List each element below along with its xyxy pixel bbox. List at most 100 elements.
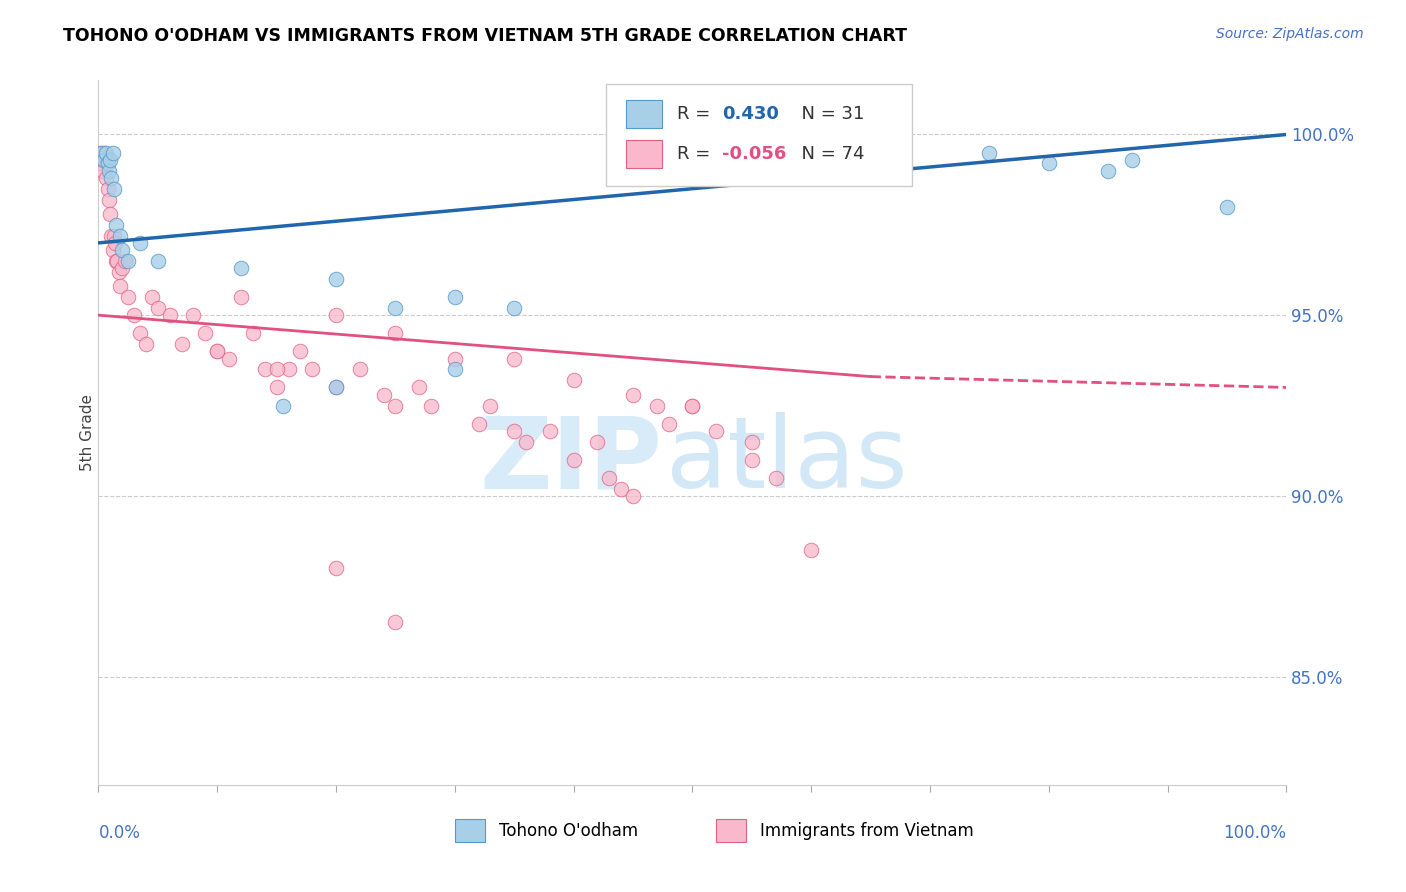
Point: [108, 228, 131, 243]
Text: TOHONO O'ODHAM VS IMMIGRANTS FROM VIETNAM 5TH GRADE CORRELATION CHART: TOHONO O'ODHAM VS IMMIGRANTS FROM VIETNA…: [63, 27, 907, 45]
Point: [96, 153, 118, 167]
Point: [765, 471, 787, 485]
Point: [610, 482, 633, 496]
Point: [621, 489, 644, 503]
Point: [515, 434, 537, 449]
Point: [114, 254, 136, 268]
Point: [141, 290, 163, 304]
Point: [1038, 156, 1060, 170]
Point: [266, 380, 288, 394]
Point: [503, 351, 526, 366]
Point: [170, 337, 193, 351]
Point: [146, 301, 169, 315]
Text: atlas: atlas: [666, 412, 908, 509]
Point: [621, 387, 644, 401]
Point: [1097, 163, 1119, 178]
Point: [103, 228, 125, 243]
Point: [129, 326, 152, 341]
Point: [229, 261, 252, 276]
Point: [90, 156, 112, 170]
Point: [242, 326, 264, 341]
Point: [859, 163, 882, 178]
Point: [325, 380, 347, 394]
Text: 0.430: 0.430: [723, 105, 779, 123]
Bar: [716, 820, 747, 842]
Point: [205, 344, 228, 359]
Point: [645, 399, 668, 413]
Point: [105, 218, 128, 232]
Bar: [456, 820, 485, 842]
Point: [562, 452, 585, 467]
Point: [105, 254, 128, 268]
Point: [598, 471, 620, 485]
Point: [146, 254, 169, 268]
Point: [104, 235, 127, 250]
Text: ZIP: ZIP: [479, 412, 662, 509]
Point: [290, 344, 312, 359]
Point: [1121, 153, 1143, 167]
Point: [503, 301, 526, 315]
Point: [135, 337, 157, 351]
Text: -0.056: -0.056: [723, 145, 786, 163]
Point: [384, 399, 406, 413]
Point: [218, 351, 240, 366]
Point: [97, 182, 120, 196]
Bar: [626, 100, 662, 128]
Point: [93, 145, 115, 160]
Point: [586, 434, 609, 449]
Point: [373, 387, 395, 401]
Point: [444, 290, 467, 304]
Text: 100.0%: 100.0%: [1223, 823, 1286, 842]
Point: [111, 243, 134, 257]
Text: Immigrants from Vietnam: Immigrants from Vietnam: [761, 822, 974, 839]
Point: [194, 326, 217, 341]
Point: [741, 452, 763, 467]
Point: [271, 399, 294, 413]
Point: [117, 290, 139, 304]
Point: [108, 279, 131, 293]
Point: [91, 163, 114, 178]
Bar: [626, 140, 662, 169]
Point: [658, 417, 681, 431]
Point: [408, 380, 430, 394]
Point: [183, 308, 205, 322]
Point: [100, 170, 122, 185]
Point: [704, 424, 727, 438]
Text: Tohono O'odham: Tohono O'odham: [499, 822, 638, 839]
Point: [325, 308, 347, 322]
Point: [253, 362, 276, 376]
Point: [94, 145, 117, 160]
Text: 0.0%: 0.0%: [98, 823, 141, 842]
Point: [98, 163, 121, 178]
Point: [122, 308, 145, 322]
Point: [107, 254, 129, 268]
Text: N = 74: N = 74: [790, 145, 865, 163]
Point: [800, 543, 823, 558]
Point: [420, 399, 443, 413]
Point: [741, 153, 763, 167]
Point: [1216, 200, 1239, 214]
Point: [91, 153, 114, 167]
Point: [741, 434, 763, 449]
Point: [97, 156, 120, 170]
Point: [277, 362, 299, 376]
Point: [93, 153, 115, 167]
Point: [266, 362, 288, 376]
Point: [538, 424, 561, 438]
Point: [325, 561, 347, 575]
Point: [107, 265, 129, 279]
Point: [444, 362, 467, 376]
Text: R =: R =: [678, 105, 716, 123]
Point: [301, 362, 323, 376]
Point: [101, 145, 124, 160]
Point: [681, 399, 703, 413]
Point: [503, 424, 526, 438]
Point: [98, 207, 121, 221]
Point: [467, 417, 489, 431]
Point: [349, 362, 371, 376]
Point: [91, 145, 114, 160]
Point: [94, 170, 117, 185]
Point: [229, 290, 252, 304]
Point: [384, 615, 406, 630]
Y-axis label: 5th Grade: 5th Grade: [80, 394, 94, 471]
